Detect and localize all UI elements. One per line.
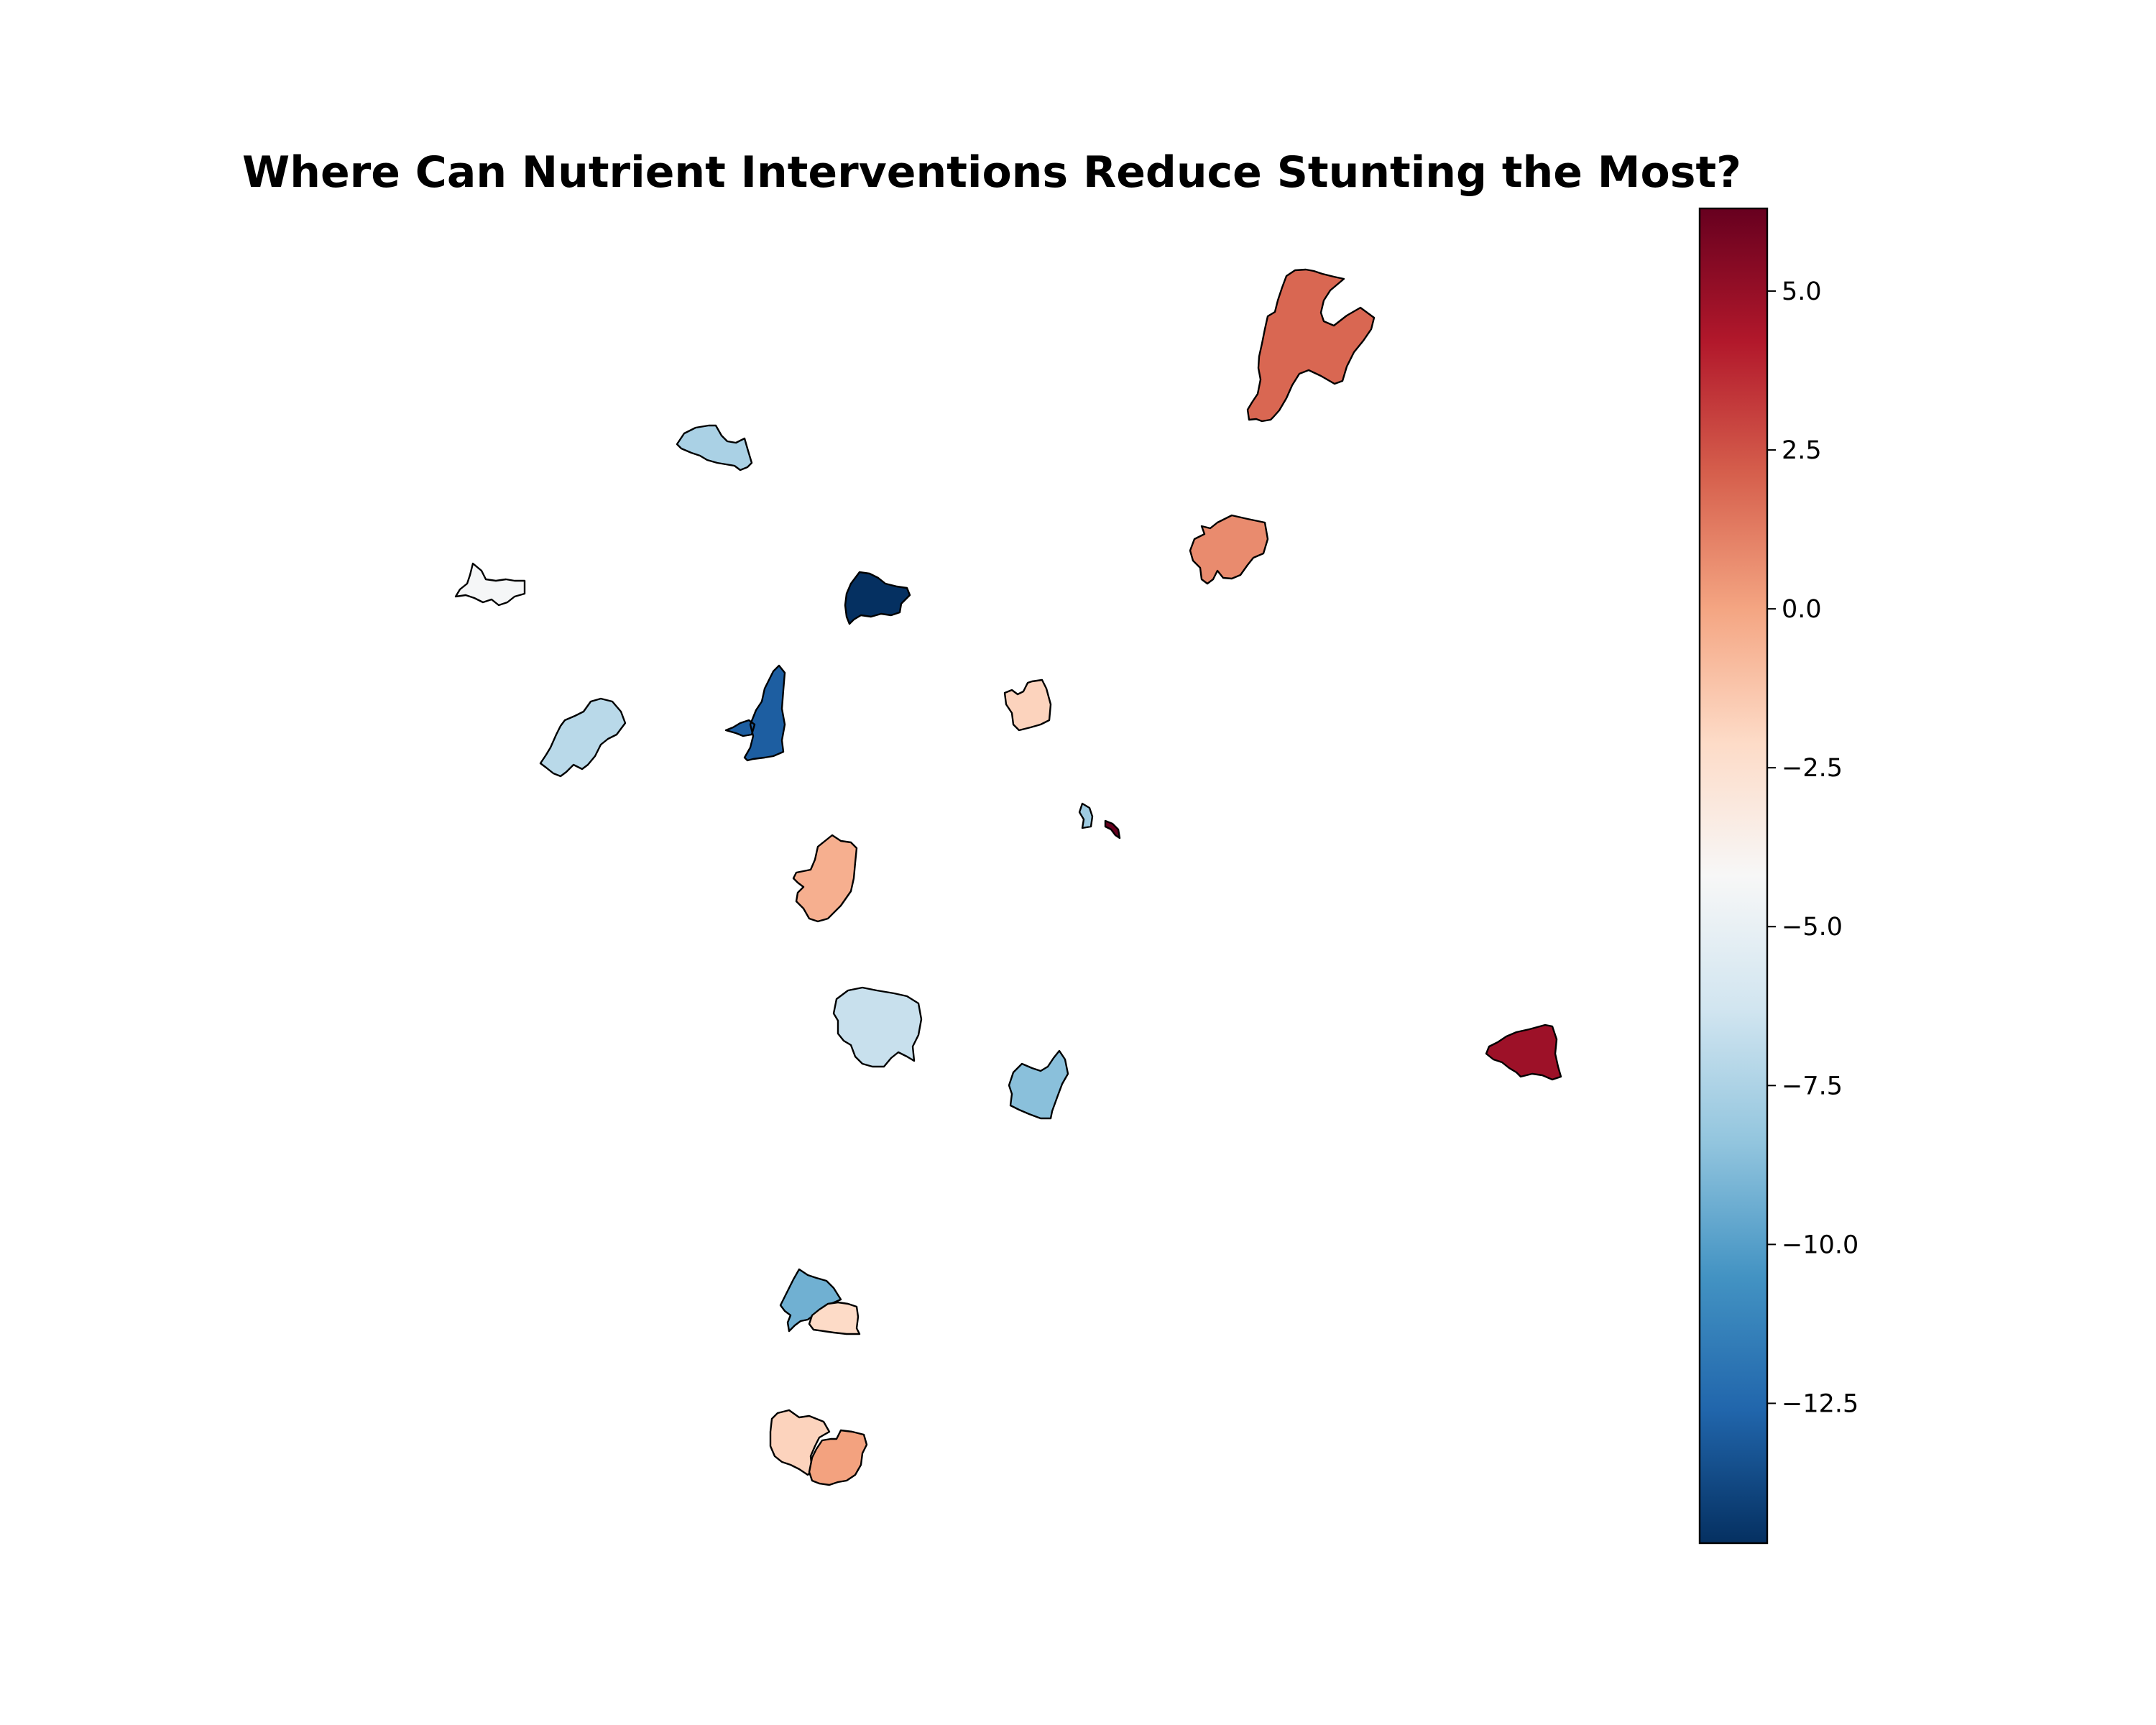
- colorbar-ticks: 5.0 2.5 0.0 −2.5 −5.0 −7.5 −10.0 −12.5: [1767, 277, 1858, 1418]
- colorbar-tick-label: −10.0: [1782, 1230, 1858, 1259]
- colorbar: 5.0 2.5 0.0 −2.5 −5.0 −7.5 −10.0 −12.5: [1698, 207, 1858, 1545]
- map-title: Where Can Nutrient Interventions Reduce …: [242, 147, 1741, 198]
- region-6[interactable]: [539, 697, 627, 778]
- colorbar-tick-label: −7.5: [1782, 1072, 1843, 1100]
- region-4: [454, 562, 526, 607]
- region-13[interactable]: [1008, 1049, 1069, 1120]
- region-3[interactable]: [676, 424, 753, 472]
- region-14[interactable]: [1485, 1024, 1562, 1081]
- colorbar-tick-label: 2.5: [1782, 436, 1822, 465]
- region-9[interactable]: [1078, 802, 1094, 829]
- region-1[interactable]: [1246, 268, 1376, 423]
- region-8[interactable]: [1003, 678, 1052, 732]
- region-18[interactable]: [808, 1429, 868, 1486]
- region-10[interactable]: [1104, 819, 1121, 840]
- map-regions: [454, 268, 1562, 1486]
- colorbar-tick-label: −5.0: [1782, 913, 1843, 942]
- colorbar-tick-label: 5.0: [1782, 277, 1822, 306]
- colorbar-tick-label: −2.5: [1782, 754, 1843, 783]
- region-12[interactable]: [832, 986, 923, 1068]
- region-5[interactable]: [844, 571, 911, 625]
- region-2[interactable]: [1189, 514, 1269, 585]
- region-7[interactable]: [724, 664, 786, 762]
- colorbar-tick-label: 0.0: [1782, 595, 1822, 624]
- colorbar-gradient: [1698, 207, 1769, 1545]
- region-15[interactable]: [779, 1268, 842, 1333]
- region-16[interactable]: [808, 1301, 861, 1335]
- colorbar-tick-label: −12.5: [1782, 1389, 1858, 1418]
- region-11[interactable]: [792, 834, 858, 923]
